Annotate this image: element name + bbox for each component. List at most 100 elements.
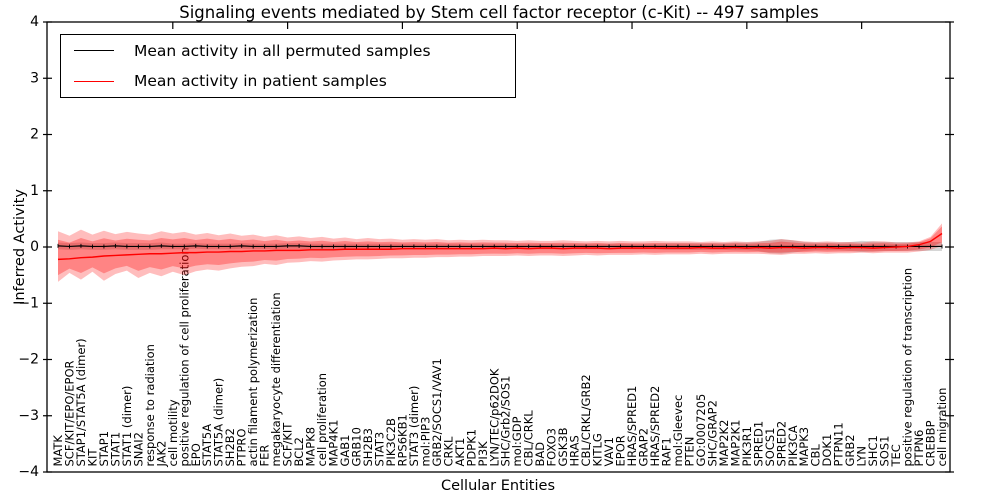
x-tick-label: cell proliferation [315, 373, 329, 467]
x-tick-label: EPO [189, 443, 203, 466]
x-tick-label: STAT1 (dimer) [120, 386, 134, 467]
x-tick-label: MAP4K1 [327, 420, 341, 467]
x-tick-label: positive regulation of cell proliferatio… [177, 247, 191, 466]
x-tick-label: PI3K [476, 441, 490, 467]
x-tick-label: SNAI2 [131, 432, 145, 466]
x-tick-label: SHC/GRAP2 [705, 400, 719, 466]
permuted-line-swatch [74, 50, 114, 52]
y-tick-label: 4 [30, 14, 39, 30]
x-tick-label: PIK3CA [786, 425, 800, 466]
y-tick-label: −3 [18, 408, 39, 424]
x-tick-label: CRKL [441, 436, 455, 467]
x-tick-label: PIK3R1 [740, 426, 754, 467]
x-tick-label: LYN [855, 446, 869, 467]
y-axis-title: Inferred Activity [12, 189, 28, 305]
x-tick-label: DOK1 [820, 434, 834, 467]
x-tick-label: SHC/Grb2/SOS1 [499, 376, 513, 467]
x-tick-label: mol:PIP3 [418, 417, 432, 467]
x-tick-label: HRAS [568, 435, 582, 466]
x-tick-label: CBL/CRKL [522, 410, 536, 467]
x-tick-label: PTPN6 [912, 430, 926, 467]
x-tick-label: EPOR [614, 435, 628, 466]
x-tick-label: SPRED1 [751, 421, 765, 467]
x-tick-label: GAB1 [338, 435, 352, 467]
x-tick-label: FOXO3 [545, 428, 559, 466]
legend: Mean activity in all permuted samples Me… [60, 34, 516, 98]
patient-mean-line [57, 232, 943, 261]
x-tick-label: RAF1 [659, 437, 673, 466]
permuted-point-markers [57, 243, 943, 249]
x-tick-label: cell migration [935, 388, 949, 467]
x-tick-label: PTEN [682, 437, 696, 467]
x-tick-label: BCL2 [292, 437, 306, 466]
patient-line-swatch [74, 80, 114, 82]
x-tick-label: SCF/KIT [281, 422, 295, 467]
legend-label-patient: Mean activity in patient samples [134, 72, 387, 91]
y-tick-label: 3 [30, 70, 39, 86]
x-tick-label: SHC1 [866, 435, 880, 466]
x-tick-label: PIK3C2B [384, 418, 398, 467]
x-tick-label: actin filament polymerization [246, 298, 260, 467]
x-tick-label: LYN/TEC/p62DOK [487, 368, 501, 466]
x-tick-label: TEC [889, 444, 903, 467]
legend-label-permuted: Mean activity in all permuted samples [134, 41, 431, 60]
patient-outer-band [58, 223, 942, 282]
legend-item-patient: Mean activity in patient samples [61, 66, 515, 96]
x-tick-label: STAP1/STAT5A (dimer) [74, 338, 88, 466]
x-tick-label: GRB10 [349, 427, 363, 466]
x-tick-label: SOCS1 [763, 428, 777, 467]
x-axis-title: Cellular Entities [440, 478, 556, 494]
x-tick-label: STAP1 [97, 431, 111, 467]
x-tick-label: SH2B3 [361, 428, 375, 466]
x-tick-label: AKT1 [453, 438, 467, 467]
chart-title: Signaling events mediated by Stem cell f… [179, 3, 819, 22]
y-tick-label: 1 [30, 183, 39, 199]
x-tick-label: HRAS/SPRED2 [648, 386, 662, 467]
x-tick-label: GRAP2 [637, 428, 651, 467]
x-tick-label: MAPK8 [304, 427, 318, 467]
x-tick-label: mol:GDP [510, 416, 524, 466]
x-tick-label: response to radiation [143, 344, 157, 466]
patient-inner-band [58, 226, 942, 276]
x-tick-label: FER [258, 445, 272, 467]
x-tick-label: KIT [85, 448, 99, 467]
permuted-mean-line [57, 245, 942, 248]
x-tick-label: SOS1 [878, 436, 892, 467]
x-tick-label: RPS6KB1 [395, 414, 409, 466]
x-tick-label: KITLG [591, 433, 605, 466]
x-tick-label: HRAS/SPRED1 [625, 386, 639, 467]
x-tick-label: STAT1 [108, 432, 122, 467]
x-tick-label: STAT3 [372, 432, 386, 467]
x-tick-label: CBL [809, 444, 823, 467]
y-tick-label: −4 [18, 464, 39, 480]
x-tick-label: BAD [533, 442, 547, 467]
x-tick-label: PTPRO [235, 429, 249, 467]
x-tick-label: JAK2 [154, 441, 168, 468]
x-tick-label: GSK3B [556, 427, 570, 466]
x-tick-label: PTPN11 [832, 422, 846, 466]
y-tick-label: 0 [30, 239, 39, 255]
x-tick-label: MATK [51, 435, 65, 467]
x-tick-label: mol:Gleevec [671, 395, 685, 467]
x-tick-label: VAV1 [602, 437, 616, 466]
y-tick-label: −2 [18, 352, 39, 368]
y-tick-label: −1 [18, 295, 39, 311]
x-tick-label: MAP2K1 [728, 420, 742, 467]
x-tick-label: megakaryocyte differentiation [269, 292, 283, 466]
x-tick-label: GRB2 [843, 434, 857, 466]
x-tick-label: cell motility [166, 399, 180, 466]
legend-item-permuted: Mean activity in all permuted samples [61, 36, 515, 66]
x-tick-label: MAP2K2 [717, 420, 731, 467]
x-tick-label: STAT5A [200, 424, 214, 467]
x-tick-label: SCF/KIT/EPO/EPOR [62, 360, 76, 466]
x-tick-label: STAT3 (dimer) [407, 386, 421, 467]
x-tick-label: PDPK1 [464, 429, 478, 467]
x-tick-label: STAT5A (dimer) [212, 378, 226, 467]
x-tick-label: MAPK3 [797, 427, 811, 467]
x-tick-label: SH2B2 [223, 428, 237, 466]
x-tick-label: SPRED2 [774, 421, 788, 467]
x-tick-label: positive regulation of transcription [901, 268, 915, 467]
x-tick-label: GRB2/SOCS1/VAV1 [430, 358, 444, 466]
